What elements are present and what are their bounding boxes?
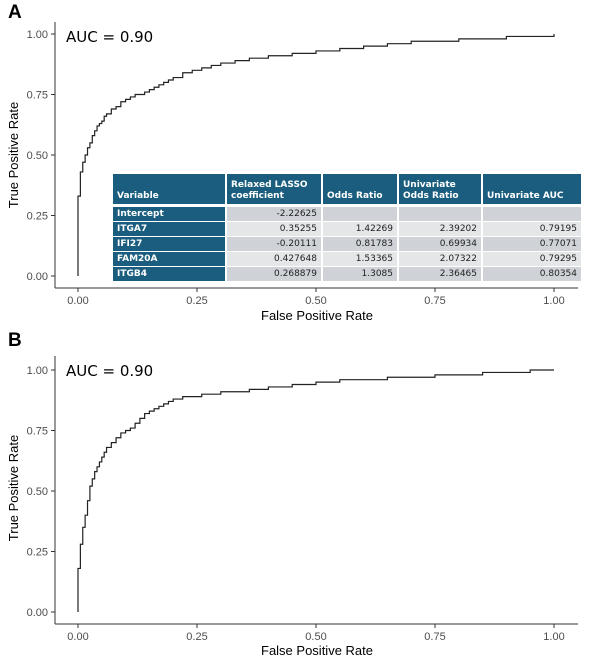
y-tick-label: 0.00 [27,607,48,619]
x-tick-label: 0.75 [424,631,445,643]
table-cell: Intercept [113,206,227,221]
x-axis: 0.00 0.25 0.50 0.75 1.00 [67,288,565,307]
y-tick-label: 0.25 [27,547,48,559]
roc-chart-b: AUC = 0.90 0.00 0.25 0.50 0.75 1.00 0.00 0.25… [6,356,578,658]
table-cell [399,206,483,221]
table-cell: ITGB4 [113,266,227,281]
table-row: Intercept -2.22625 [113,206,581,221]
y-tick-label: 0.25 [27,211,48,223]
table-cell: ITGA7 [113,221,227,236]
x-tick-label: 1.00 [543,295,564,307]
table-cell: 1.53365 [323,251,399,266]
y-tick-label: 1.00 [27,365,48,377]
table-cell: FAM20A [113,251,227,266]
table-header-variable: Variable [113,174,227,206]
table-cell: 2.39202 [399,221,483,236]
table-cell: 0.427648 [227,251,323,266]
x-axis-title: False Positive Rate [261,643,373,658]
table-cell: 0.35255 [227,221,323,236]
y-tick-label: 0.50 [27,150,48,162]
panel-letter: B [8,330,22,351]
table-row: ITGA7 0.35255 1.42269 2.39202 0.79195 [113,221,581,236]
x-tick-label: 1.00 [543,631,564,643]
y-axis: 0.00 0.25 0.50 0.75 1.00 [27,29,55,283]
x-tick-label: 0.75 [424,295,445,307]
table-header-univariate-or: Univariate Odds Ratio [399,174,483,206]
table-header-univariate-auc: Univariate AUC [483,174,581,206]
panel-a: A AUC = 0.90 0.00 0.25 0.50 0.75 1.00 0.00 0.… [6,2,581,323]
x-axis-title: False Positive Rate [261,308,373,323]
table-cell: 0.77071 [483,236,581,251]
coefficient-table: Variable Relaxed LASSO coefficient Odds … [113,174,581,281]
y-axis-title: True Positive Rate [6,102,21,208]
y-tick-label: 0.00 [27,271,48,283]
table-cell: 0.81783 [323,236,399,251]
x-axis: 0.00 0.25 0.50 0.75 1.00 [67,624,565,643]
table-cell: 2.36465 [399,266,483,281]
table-cell [323,206,399,221]
table-cell: 2.07322 [399,251,483,266]
roc-curve [77,369,554,612]
x-tick-label: 0.50 [305,631,326,643]
table-cell: 0.79295 [483,251,581,266]
x-tick-label: 0.00 [67,295,88,307]
x-tick-label: 0.25 [186,295,207,307]
table-cell: 1.3085 [323,266,399,281]
table-row: FAM20A 0.427648 1.53365 2.07322 0.79295 [113,251,581,266]
y-tick-label: 1.00 [27,29,48,41]
table-cell: -0.20111 [227,236,323,251]
y-tick-label: 0.50 [27,486,48,498]
table-cell: 0.69934 [399,236,483,251]
panel-letter: A [8,2,22,23]
roc-curve [77,34,555,276]
auc-annotation: AUC = 0.90 [66,28,153,46]
roc-chart-a: AUC = 0.90 0.00 0.25 0.50 0.75 1.00 0.00 0.25… [6,22,578,323]
table-cell: 0.79195 [483,221,581,236]
x-tick-label: 0.50 [305,295,326,307]
table-cell [483,206,581,221]
x-tick-label: 0.25 [186,631,207,643]
table-cell: IFI27 [113,236,227,251]
x-tick-label: 0.00 [67,631,88,643]
y-axis: 0.00 0.25 0.50 0.75 1.00 [27,365,55,619]
table-row: IFI27 -0.20111 0.81783 0.69934 0.77071 [113,236,581,251]
panel-b: B AUC = 0.90 0.00 0.25 0.50 0.75 1.00 0.00 0.… [0,330,591,660]
table-cell: -2.22625 [227,206,323,221]
table-header-lasso: Relaxed LASSO coefficient [227,174,323,206]
table-row: ITGB4 0.268879 1.3085 2.36465 0.80354 [113,266,581,281]
table-cell: 0.80354 [483,266,581,281]
table-header-odds-ratio: Odds Ratio [323,174,399,206]
y-axis-title: True Positive Rate [6,435,21,541]
y-tick-label: 0.75 [27,90,48,102]
table-cell: 1.42269 [323,221,399,236]
auc-annotation: AUC = 0.90 [66,362,153,380]
table-cell: 0.268879 [227,266,323,281]
y-tick-label: 0.75 [27,426,48,438]
